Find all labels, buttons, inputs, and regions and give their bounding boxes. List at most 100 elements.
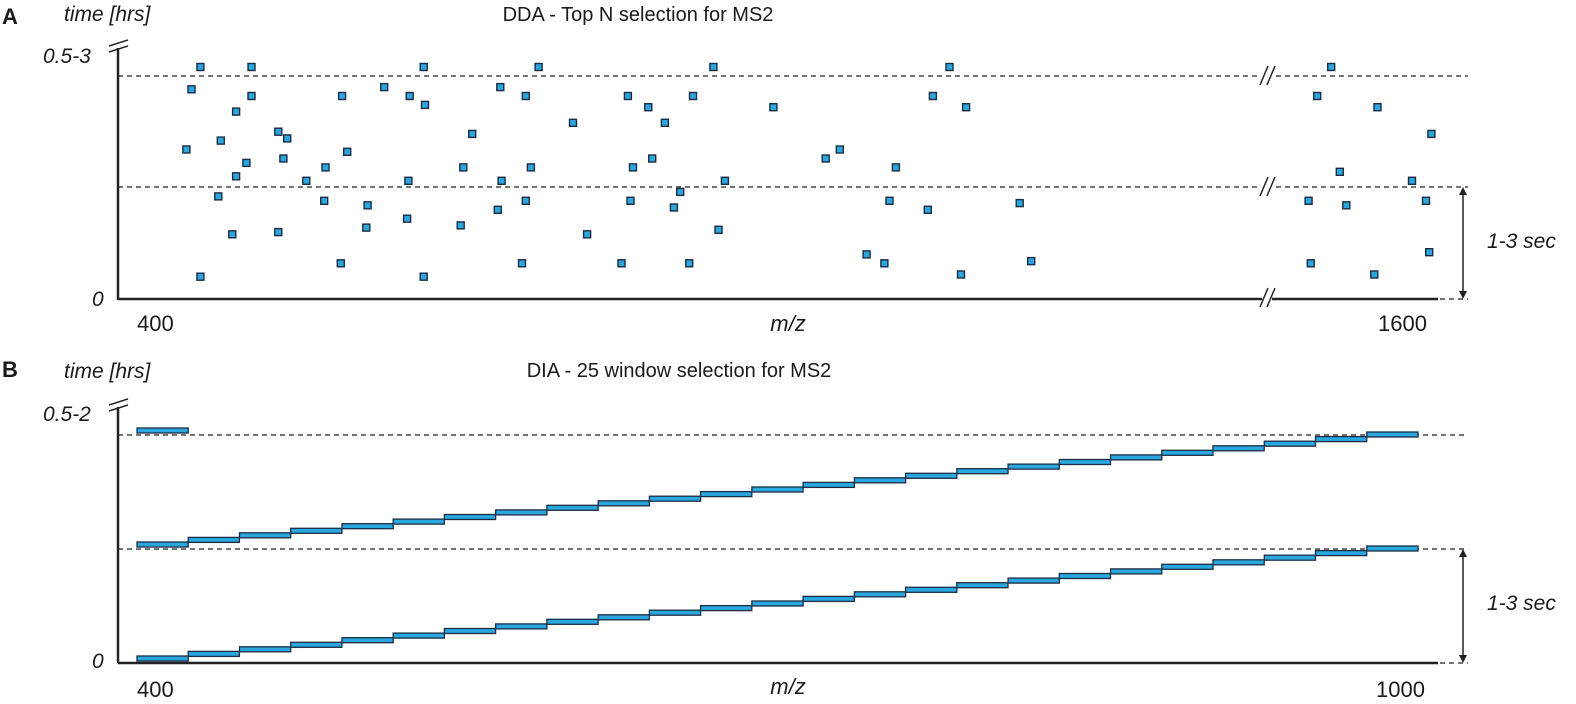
dia-window [751,486,804,493]
dda-precursor-mark [862,250,871,259]
dia-window [187,650,241,658]
dia-window [443,627,497,635]
dda-precursor-mark [1424,247,1434,257]
dda-precursor-mark [456,221,465,230]
dia-window [904,472,958,479]
dda-precursor-mark [468,129,477,139]
dda-precursor-mark [660,118,670,128]
panel-a-y-axis-label: time [hrs] [64,3,152,26]
dia-window [238,532,292,539]
dia-window [495,623,548,630]
dda-precursor-mark [1335,167,1345,177]
dda-precursor-mark [320,196,329,206]
dia-window [546,618,599,625]
dia-window [648,495,702,502]
dda-precursor-mark [496,82,505,92]
dia-window [187,536,241,544]
dda-precursor-mark [419,62,428,72]
dia-window [1109,454,1163,461]
dia-window [802,595,855,603]
dia-window [1212,445,1265,452]
dda-precursor-mark [669,203,679,212]
dda-precursor-mark [247,91,256,101]
dda-precursor-mark [187,85,196,94]
dda-precursor-mark [362,223,371,232]
dia-window [443,513,497,521]
dda-precursor-mark [526,163,536,172]
dda-precursor-mark [1304,196,1313,206]
panel-b: B DIA - 25 window selection for MS2 time… [2,357,1556,702]
dda-precursor-mark [1407,176,1417,186]
dda-precursor-mark [709,62,718,72]
panel-a-title: DDA - Top N selection for MS2 [503,4,774,26]
panel-b-x-max-label: 1000 [1376,677,1425,702]
dda-precursor-mark [720,176,730,186]
dia-window [904,586,958,593]
panel-b-title: DIA - 25 window selection for MS2 [527,360,832,382]
dia-window [1263,440,1317,447]
dda-precursor-mark [380,82,389,92]
dda-precursor-mark [247,62,256,72]
dda-precursor-mark [945,62,954,72]
panel-a-y-axis-break [108,39,129,47]
dia-window [699,604,753,612]
dia-window [853,591,907,598]
dia-window [495,509,548,516]
dda-precursor-mark [405,91,414,101]
dda-precursor-mark [891,163,901,172]
panel-a-x-min-label: 400 [137,311,174,336]
dda-precursor-mark [835,145,844,154]
dda-precursor-mark [493,205,502,215]
dia-window [1314,549,1368,557]
dda-precursor-mark [1015,198,1024,208]
dda-precursor-mark [617,259,626,268]
panel-a-y-top-tick: 0.5-3 [43,45,91,68]
dda-precursor-marks [182,62,1436,281]
dda-precursor-mark [279,154,288,163]
panel-a-label: A [2,4,18,29]
dia-window [1161,449,1214,456]
panel-b-label: B [2,357,18,382]
dia-window [392,632,446,639]
dia-window [290,641,343,648]
dda-precursor-mark [402,214,412,223]
dda-precursor-mark [521,196,530,206]
dda-precursor-mark [688,91,698,101]
dia-window [341,637,394,644]
dda-precursor-mark [228,230,237,239]
panel-b-x-min-label: 400 [137,677,174,702]
dia-window [546,504,599,511]
dda-precursor-mark [521,91,530,101]
dda-precursor-mark [517,259,527,268]
dda-precursor-mark [302,176,311,186]
dda-precursor-mark [231,107,241,116]
panel-b-y-axis-label: time [hrs] [64,360,152,383]
dda-precursor-mark [274,127,283,136]
dda-precursor-mark [685,259,694,268]
dda-precursor-mark [216,136,226,145]
dia-window [597,500,651,507]
dia-isolation-windows [136,427,1419,662]
dia-window [1366,545,1419,552]
panel-a-x-max-label: 1600 [1378,311,1427,336]
dia-window [597,614,651,621]
dda-precursor-mark [404,176,413,186]
dia-window [751,600,804,607]
dia-window [853,477,907,484]
dia-window [1212,559,1265,566]
dia-window [1366,431,1419,438]
dia-window [1109,568,1163,575]
dia-window [956,468,1009,475]
dda-precursor-mark [769,102,778,112]
dda-precursor-mark [242,158,251,168]
dda-precursor-mark [1427,129,1436,139]
dda-precursor-mark [1421,196,1431,206]
dia-window [136,655,189,662]
dda-precursor-mark [534,62,543,72]
dia-window [956,582,1009,589]
dia-window [648,609,702,616]
dda-precursor-mark [1342,201,1351,210]
panel-b-y-axis-break [108,398,129,406]
dda-precursor-mark [363,201,372,210]
dia-window [136,427,189,434]
